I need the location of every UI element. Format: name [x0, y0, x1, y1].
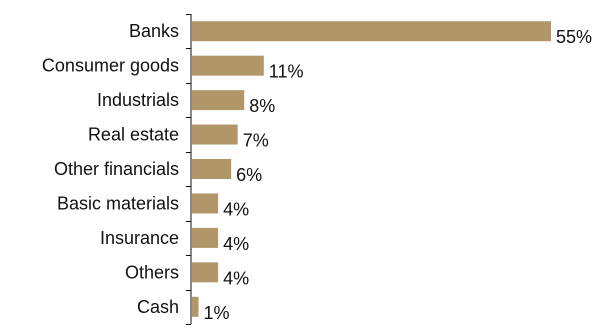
category-label-others: Others	[125, 262, 179, 282]
value-label-insurance: 4%	[223, 234, 249, 254]
bars-layer	[192, 21, 551, 317]
axis-layer	[186, 14, 192, 325]
value-label-real-estate: 7%	[243, 131, 269, 151]
category-label-banks: Banks	[129, 21, 179, 41]
value-label-others: 4%	[223, 268, 249, 288]
value-label-consumer-goods: 11%	[269, 62, 304, 82]
category-label-basic-materials: Basic materials	[57, 193, 179, 213]
value-label-banks: 55%	[556, 27, 592, 47]
bar-industrials	[192, 90, 245, 111]
value-label-cash: 1%	[204, 303, 230, 323]
value-label-industrials: 8%	[249, 96, 275, 116]
bar-cash	[192, 296, 199, 317]
category-label-other-financials: Other financials	[54, 159, 179, 179]
bar-insurance	[192, 227, 219, 248]
bar-consumer-goods	[192, 55, 264, 76]
value-label-basic-materials: 4%	[223, 199, 249, 219]
bar-basic-materials	[192, 193, 219, 214]
value-label-other-financials: 6%	[236, 165, 262, 185]
category-label-insurance: Insurance	[100, 228, 179, 248]
category-label-real-estate: Real estate	[88, 125, 179, 145]
bar-other-financials	[192, 159, 232, 179]
category-label-consumer-goods: Consumer goods	[42, 56, 179, 76]
bar-banks	[192, 21, 551, 42]
bar-real-estate	[192, 124, 238, 145]
bar-others	[192, 262, 219, 283]
category-label-industrials: Industrials	[97, 90, 179, 110]
labels-layer: Banks 55% Consumer goods 11% Industrials 8% Re…	[42, 21, 592, 323]
category-label-cash: Cash	[137, 297, 179, 317]
